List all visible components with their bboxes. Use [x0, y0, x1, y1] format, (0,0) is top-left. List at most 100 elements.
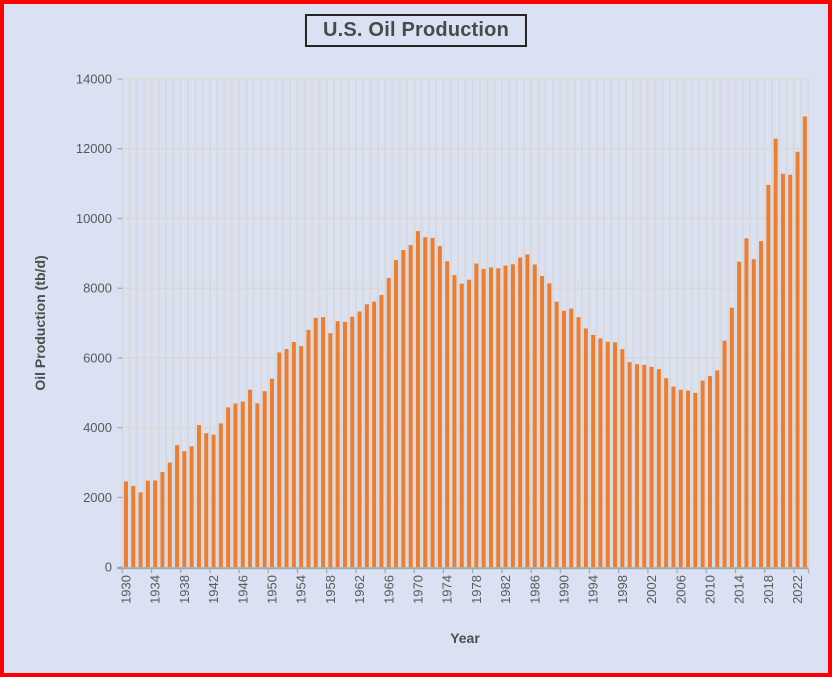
y-tick-label-6000: 6000	[83, 350, 112, 365]
y-tick-label-10000: 10000	[76, 211, 112, 226]
x-tick-label-2002: 2002	[644, 575, 659, 604]
bar-1976	[459, 283, 464, 568]
bar-1992	[576, 317, 581, 568]
bar-2016	[751, 259, 756, 568]
bar-1932	[138, 492, 143, 568]
bar-1966	[386, 277, 391, 568]
bar-1997	[613, 342, 618, 568]
bar-1982	[503, 265, 508, 568]
bar-1939	[189, 446, 194, 568]
bar-1994	[591, 334, 596, 568]
bar-1934	[153, 480, 158, 568]
x-tick-label-1974: 1974	[440, 575, 455, 604]
bar-1987	[540, 276, 545, 568]
bar-1977	[467, 279, 472, 568]
bar-2023	[802, 116, 807, 568]
x-tick-label-1998: 1998	[615, 575, 630, 604]
bar-1995	[598, 338, 603, 568]
bar-1968	[401, 250, 406, 568]
x-tick-label-1986: 1986	[527, 575, 542, 604]
bar-2009	[700, 380, 705, 568]
y-tick-label-8000: 8000	[83, 281, 112, 296]
bar-1943	[218, 423, 223, 568]
bar-1946	[240, 401, 245, 568]
bar-1959	[335, 321, 340, 568]
x-tick-label-2006: 2006	[673, 575, 688, 604]
bar-1980	[488, 267, 493, 568]
bar-1993	[583, 328, 588, 568]
bar-1935	[160, 472, 165, 568]
x-tick-label-2010: 2010	[702, 575, 717, 604]
bar-1965	[379, 295, 384, 568]
bar-2006	[678, 389, 683, 568]
bar-1937	[175, 445, 180, 568]
chart-title-box: U.S. Oil Production	[304, 14, 528, 47]
bar-1991	[569, 308, 574, 568]
x-tick-label-1938: 1938	[177, 575, 192, 604]
bar-1958	[328, 333, 333, 568]
bar-1978	[474, 263, 479, 568]
x-tick-label-1962: 1962	[352, 575, 367, 604]
y-tick-label-12000: 12000	[76, 141, 112, 156]
x-tick-label-1978: 1978	[469, 575, 484, 604]
bar-2000	[634, 364, 639, 568]
bar-2004	[664, 378, 669, 568]
bar-1999	[627, 362, 632, 568]
bar-1933	[145, 480, 150, 568]
bar-1975	[452, 275, 457, 568]
bar-1973	[437, 246, 442, 568]
bar-1969	[408, 245, 413, 568]
bar-1981	[496, 268, 501, 568]
bar-2010	[707, 376, 712, 568]
bar-1961	[350, 316, 355, 568]
x-tick-label-1950: 1950	[264, 575, 279, 604]
bar-1989	[554, 301, 559, 568]
bar-1953	[291, 342, 296, 568]
x-tick-label-1982: 1982	[498, 575, 513, 604]
x-tick-label-2018: 2018	[761, 575, 776, 604]
bar-1938	[182, 451, 187, 568]
y-tick-label-2000: 2000	[83, 490, 112, 505]
bar-2003	[656, 369, 661, 568]
bar-1945	[233, 403, 238, 568]
bar-1951	[277, 352, 282, 568]
bar-2007	[686, 390, 691, 568]
bar-1952	[284, 349, 289, 568]
bar-1954	[299, 346, 304, 568]
bar-2005	[671, 386, 676, 568]
x-tick-label-1958: 1958	[323, 575, 338, 604]
y-axis-title: Oil Production (tb/d)	[32, 255, 48, 391]
x-tick-label-1966: 1966	[381, 575, 396, 604]
bar-2021	[788, 174, 793, 568]
x-tick-label-1990: 1990	[556, 575, 571, 604]
x-axis-title: Year	[450, 630, 480, 646]
bar-2022	[795, 151, 800, 568]
x-tick-label-1930: 1930	[118, 575, 133, 604]
x-tick-label-1942: 1942	[206, 575, 221, 604]
bar-2014	[737, 261, 742, 568]
bar-1930	[123, 481, 128, 568]
x-tick-label-1934: 1934	[148, 575, 163, 604]
x-tick-label-2014: 2014	[732, 575, 747, 604]
bar-1962	[357, 311, 362, 568]
bar-1941	[204, 433, 209, 568]
x-tick-label-1970: 1970	[410, 575, 425, 604]
bar-1956	[313, 317, 318, 568]
bar-1988	[547, 283, 552, 568]
bar-1960	[342, 321, 347, 568]
y-tick-label-4000: 4000	[83, 420, 112, 435]
bar-2002	[649, 366, 654, 568]
bar-1972	[430, 237, 435, 568]
bar-2020	[780, 173, 785, 568]
bar-2015	[744, 238, 749, 568]
bar-1947	[248, 389, 253, 568]
bar-2018	[766, 184, 771, 568]
y-tick-label-14000: 14000	[76, 72, 112, 87]
x-tick-label-1954: 1954	[294, 575, 309, 604]
bar-1949	[262, 391, 267, 568]
bar-2001	[642, 364, 647, 568]
bar-1990	[561, 310, 566, 568]
bar-1957	[321, 317, 326, 568]
bar-1971	[423, 237, 428, 568]
